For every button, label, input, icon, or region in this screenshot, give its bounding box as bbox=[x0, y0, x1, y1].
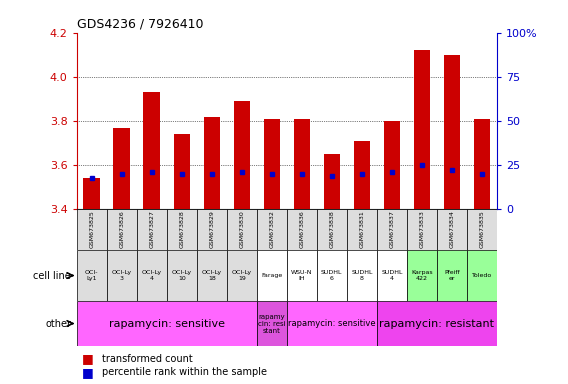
Bar bbox=[173, 134, 190, 209]
Text: OCI-Ly
3: OCI-Ly 3 bbox=[112, 270, 132, 281]
Bar bbox=[137, 209, 167, 250]
Bar bbox=[257, 301, 287, 346]
Text: GDS4236 / 7926410: GDS4236 / 7926410 bbox=[77, 17, 203, 30]
Text: Farage: Farage bbox=[261, 273, 282, 278]
Text: Karpas
422: Karpas 422 bbox=[411, 270, 433, 281]
Text: SUDHL
6: SUDHL 6 bbox=[321, 270, 343, 281]
Bar bbox=[203, 117, 220, 209]
Bar bbox=[294, 119, 310, 209]
Text: ■: ■ bbox=[82, 366, 94, 379]
Bar bbox=[287, 209, 317, 250]
Bar bbox=[407, 209, 437, 250]
Text: OCI-Ly
4: OCI-Ly 4 bbox=[141, 270, 162, 281]
Bar bbox=[197, 209, 227, 250]
Text: OCI-Ly
10: OCI-Ly 10 bbox=[172, 270, 192, 281]
Text: Toledo: Toledo bbox=[472, 273, 492, 278]
Bar bbox=[383, 121, 400, 209]
Text: SUDHL
8: SUDHL 8 bbox=[351, 270, 373, 281]
Text: GSM673832: GSM673832 bbox=[269, 210, 274, 248]
Text: other: other bbox=[45, 318, 71, 329]
Text: SUDHL
4: SUDHL 4 bbox=[381, 270, 403, 281]
Bar bbox=[287, 250, 317, 301]
Bar bbox=[77, 250, 107, 301]
Bar bbox=[437, 209, 467, 250]
Text: cell line: cell line bbox=[34, 270, 71, 281]
Bar bbox=[144, 92, 160, 209]
Text: GSM673834: GSM673834 bbox=[449, 210, 454, 248]
Text: GSM673826: GSM673826 bbox=[119, 210, 124, 248]
Bar bbox=[167, 209, 197, 250]
Bar bbox=[227, 250, 257, 301]
Bar bbox=[354, 141, 370, 209]
Bar bbox=[467, 250, 497, 301]
Bar bbox=[233, 101, 250, 209]
Bar bbox=[114, 127, 130, 209]
Bar bbox=[347, 209, 377, 250]
Text: GSM673833: GSM673833 bbox=[419, 210, 424, 248]
Bar bbox=[377, 301, 497, 346]
Text: rapamycin: sensitive: rapamycin: sensitive bbox=[108, 318, 225, 329]
Bar bbox=[437, 250, 467, 301]
Text: GSM673835: GSM673835 bbox=[479, 210, 485, 248]
Text: GSM673838: GSM673838 bbox=[329, 210, 335, 248]
Text: GSM673837: GSM673837 bbox=[390, 210, 394, 248]
Text: GSM673836: GSM673836 bbox=[299, 210, 304, 248]
Text: OCI-Ly
19: OCI-Ly 19 bbox=[232, 270, 252, 281]
Text: GSM673831: GSM673831 bbox=[360, 210, 365, 248]
Bar bbox=[197, 250, 227, 301]
Bar bbox=[324, 154, 340, 209]
Bar bbox=[77, 301, 257, 346]
Bar bbox=[227, 209, 257, 250]
Text: GSM673825: GSM673825 bbox=[89, 210, 94, 248]
Bar bbox=[107, 209, 137, 250]
Text: OCI-
Ly1: OCI- Ly1 bbox=[85, 270, 98, 281]
Bar bbox=[407, 250, 437, 301]
Text: rapamycin: resistant: rapamycin: resistant bbox=[379, 318, 495, 329]
Bar bbox=[257, 209, 287, 250]
Text: GSM673828: GSM673828 bbox=[179, 210, 184, 248]
Text: transformed count: transformed count bbox=[102, 354, 193, 364]
Bar bbox=[287, 301, 377, 346]
Bar bbox=[317, 250, 347, 301]
Bar bbox=[377, 209, 407, 250]
Text: Pfeiff
er: Pfeiff er bbox=[444, 270, 460, 281]
Bar bbox=[264, 119, 280, 209]
Bar bbox=[414, 50, 430, 209]
Bar bbox=[347, 250, 377, 301]
Text: rapamy
cin: resi
stant: rapamy cin: resi stant bbox=[258, 313, 286, 334]
Bar bbox=[467, 209, 497, 250]
Bar bbox=[107, 250, 137, 301]
Text: GSM673829: GSM673829 bbox=[209, 210, 214, 248]
Bar bbox=[474, 119, 490, 209]
Bar bbox=[83, 179, 100, 209]
Text: percentile rank within the sample: percentile rank within the sample bbox=[102, 367, 267, 377]
Bar bbox=[317, 209, 347, 250]
Bar bbox=[444, 55, 460, 209]
Text: rapamycin: sensitive: rapamycin: sensitive bbox=[288, 319, 375, 328]
Bar bbox=[77, 209, 107, 250]
Bar bbox=[257, 250, 287, 301]
Bar bbox=[377, 250, 407, 301]
Text: OCI-Ly
18: OCI-Ly 18 bbox=[202, 270, 222, 281]
Text: ■: ■ bbox=[82, 353, 94, 366]
Text: GSM673830: GSM673830 bbox=[239, 210, 244, 248]
Text: GSM673827: GSM673827 bbox=[149, 210, 154, 248]
Bar bbox=[167, 250, 197, 301]
Bar bbox=[137, 250, 167, 301]
Text: WSU-N
IH: WSU-N IH bbox=[291, 270, 312, 281]
